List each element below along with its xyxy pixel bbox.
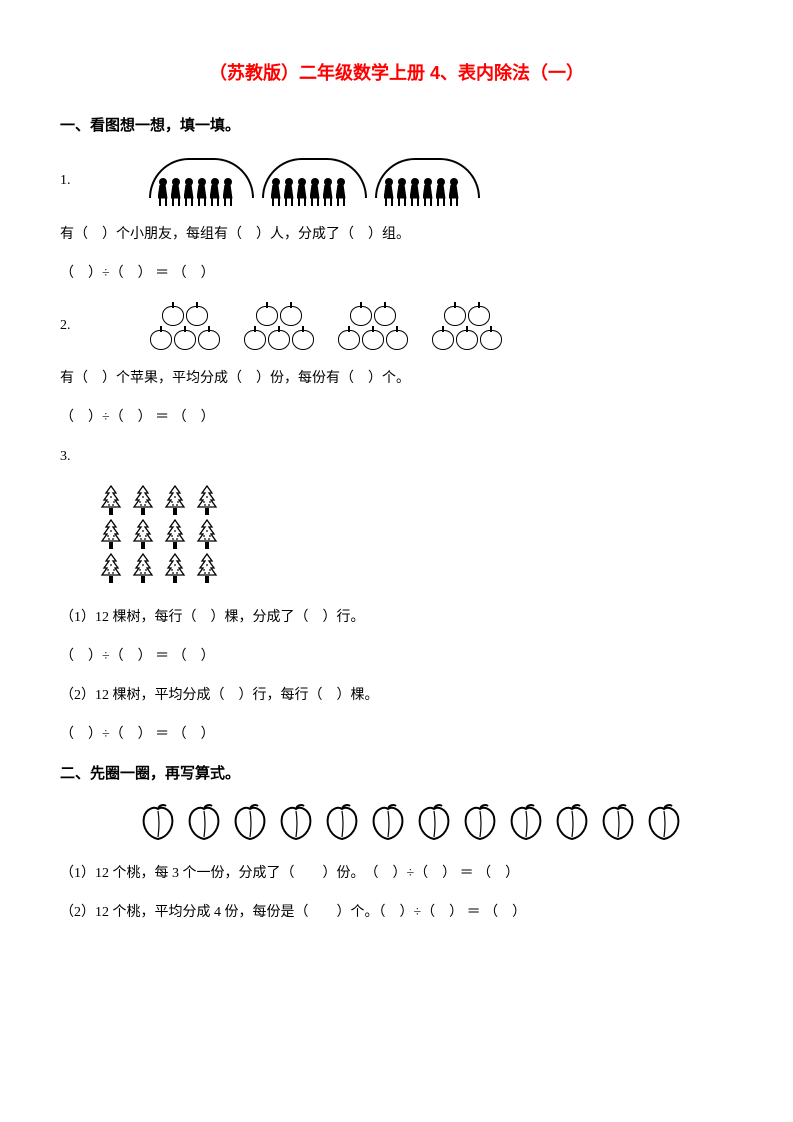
- peach-icon: [600, 803, 636, 841]
- peach-icon: [416, 803, 452, 841]
- tree-icon: [132, 553, 154, 583]
- tree-icon: [196, 519, 218, 549]
- peach-row: [140, 803, 733, 841]
- tree-icon: [100, 485, 122, 515]
- q2-images: 2.: [60, 302, 733, 350]
- tree-row: [100, 485, 733, 515]
- q3-line1: （1）12 棵树，每行（ ）棵，分成了（ ）行。: [60, 607, 733, 628]
- tree-icon: [132, 485, 154, 515]
- q1-eq: （ ）÷（ ） ＝ （ ）: [60, 263, 733, 284]
- section2-heading: 二、先圈一圈，再写算式。: [60, 763, 733, 786]
- tree-icon: [100, 553, 122, 583]
- section1-heading: 一、看图想一想，填一填。: [60, 115, 733, 138]
- apple-group: [431, 302, 503, 350]
- peach-icon: [186, 803, 222, 841]
- apple-group: [149, 302, 221, 350]
- tree-icon: [132, 519, 154, 549]
- q1-number: 1.: [60, 170, 71, 191]
- q2-number: 2.: [60, 315, 71, 336]
- apple-group: [243, 302, 315, 350]
- s2-line2: （2）12 个桃，平均分成 4 份，每份是（ ）个。（ ）÷（ ） ＝ （ ）: [60, 902, 733, 923]
- jump-rope-group: [149, 156, 254, 206]
- q1-images: 1.: [60, 156, 733, 206]
- tree-icon: [196, 485, 218, 515]
- tree-row: [100, 519, 733, 549]
- peach-icon: [370, 803, 406, 841]
- peach-icon: [232, 803, 268, 841]
- tree-icon: [100, 519, 122, 549]
- q3-number: 3.: [60, 446, 733, 467]
- peach-icon: [462, 803, 498, 841]
- tree-icon: [164, 485, 186, 515]
- q1-line1: 有（ ）个小朋友，每组有（ ）人，分成了（ ）组。: [60, 224, 733, 245]
- q2-line1: 有（ ）个苹果，平均分成（ ）份，每份有（ ）个。: [60, 368, 733, 389]
- peach-icon: [278, 803, 314, 841]
- peach-icon: [646, 803, 682, 841]
- jump-rope-group: [375, 156, 480, 206]
- peach-icon: [324, 803, 360, 841]
- jump-rope-group: [262, 156, 367, 206]
- peach-icon: [140, 803, 176, 841]
- tree-row: [100, 553, 733, 583]
- q3-line2: （2）12 棵树，平均分成（ ）行，每行（ ）棵。: [60, 685, 733, 706]
- s2-line1: （1）12 个桃，每 3 个一份，分成了（ ）份。 （ ）÷（ ） ＝ （ ）: [60, 863, 733, 884]
- tree-icon: [196, 553, 218, 583]
- peach-icon: [554, 803, 590, 841]
- q2-eq: （ ）÷（ ） ＝ （ ）: [60, 407, 733, 428]
- apple-group: [337, 302, 409, 350]
- tree-icon: [164, 519, 186, 549]
- q3-eq1: （ ）÷（ ） ＝ （ ）: [60, 646, 733, 667]
- peach-icon: [508, 803, 544, 841]
- q3-trees: [100, 485, 733, 583]
- tree-icon: [164, 553, 186, 583]
- q3-eq2: （ ）÷（ ） ＝ （ ）: [60, 724, 733, 745]
- page-title: （苏教版）二年级数学上册 4、表内除法（一）: [60, 60, 733, 87]
